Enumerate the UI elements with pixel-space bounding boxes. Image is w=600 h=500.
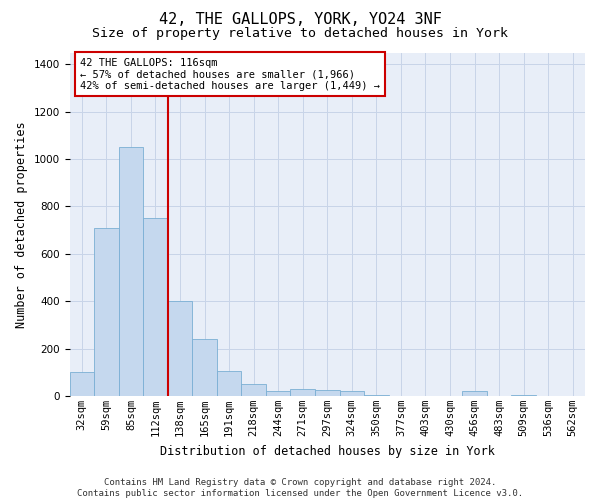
Bar <box>94 228 119 396</box>
Bar <box>70 372 94 396</box>
Text: Contains HM Land Registry data © Crown copyright and database right 2024.
Contai: Contains HM Land Registry data © Crown c… <box>77 478 523 498</box>
Text: 42, THE GALLOPS, YORK, YO24 3NF: 42, THE GALLOPS, YORK, YO24 3NF <box>158 12 442 28</box>
Bar <box>266 391 290 396</box>
Bar <box>217 371 241 396</box>
Bar <box>119 147 143 396</box>
Bar <box>290 389 315 396</box>
Bar <box>511 394 536 396</box>
Text: 42 THE GALLOPS: 116sqm
← 57% of detached houses are smaller (1,966)
42% of semi-: 42 THE GALLOPS: 116sqm ← 57% of detached… <box>80 58 380 91</box>
Text: Size of property relative to detached houses in York: Size of property relative to detached ho… <box>92 28 508 40</box>
X-axis label: Distribution of detached houses by size in York: Distribution of detached houses by size … <box>160 444 495 458</box>
Bar <box>192 339 217 396</box>
Y-axis label: Number of detached properties: Number of detached properties <box>15 121 28 328</box>
Bar <box>315 390 340 396</box>
Bar <box>340 391 364 396</box>
Bar <box>241 384 266 396</box>
Bar <box>462 391 487 396</box>
Bar <box>168 301 192 396</box>
Bar <box>364 394 389 396</box>
Bar <box>143 218 168 396</box>
